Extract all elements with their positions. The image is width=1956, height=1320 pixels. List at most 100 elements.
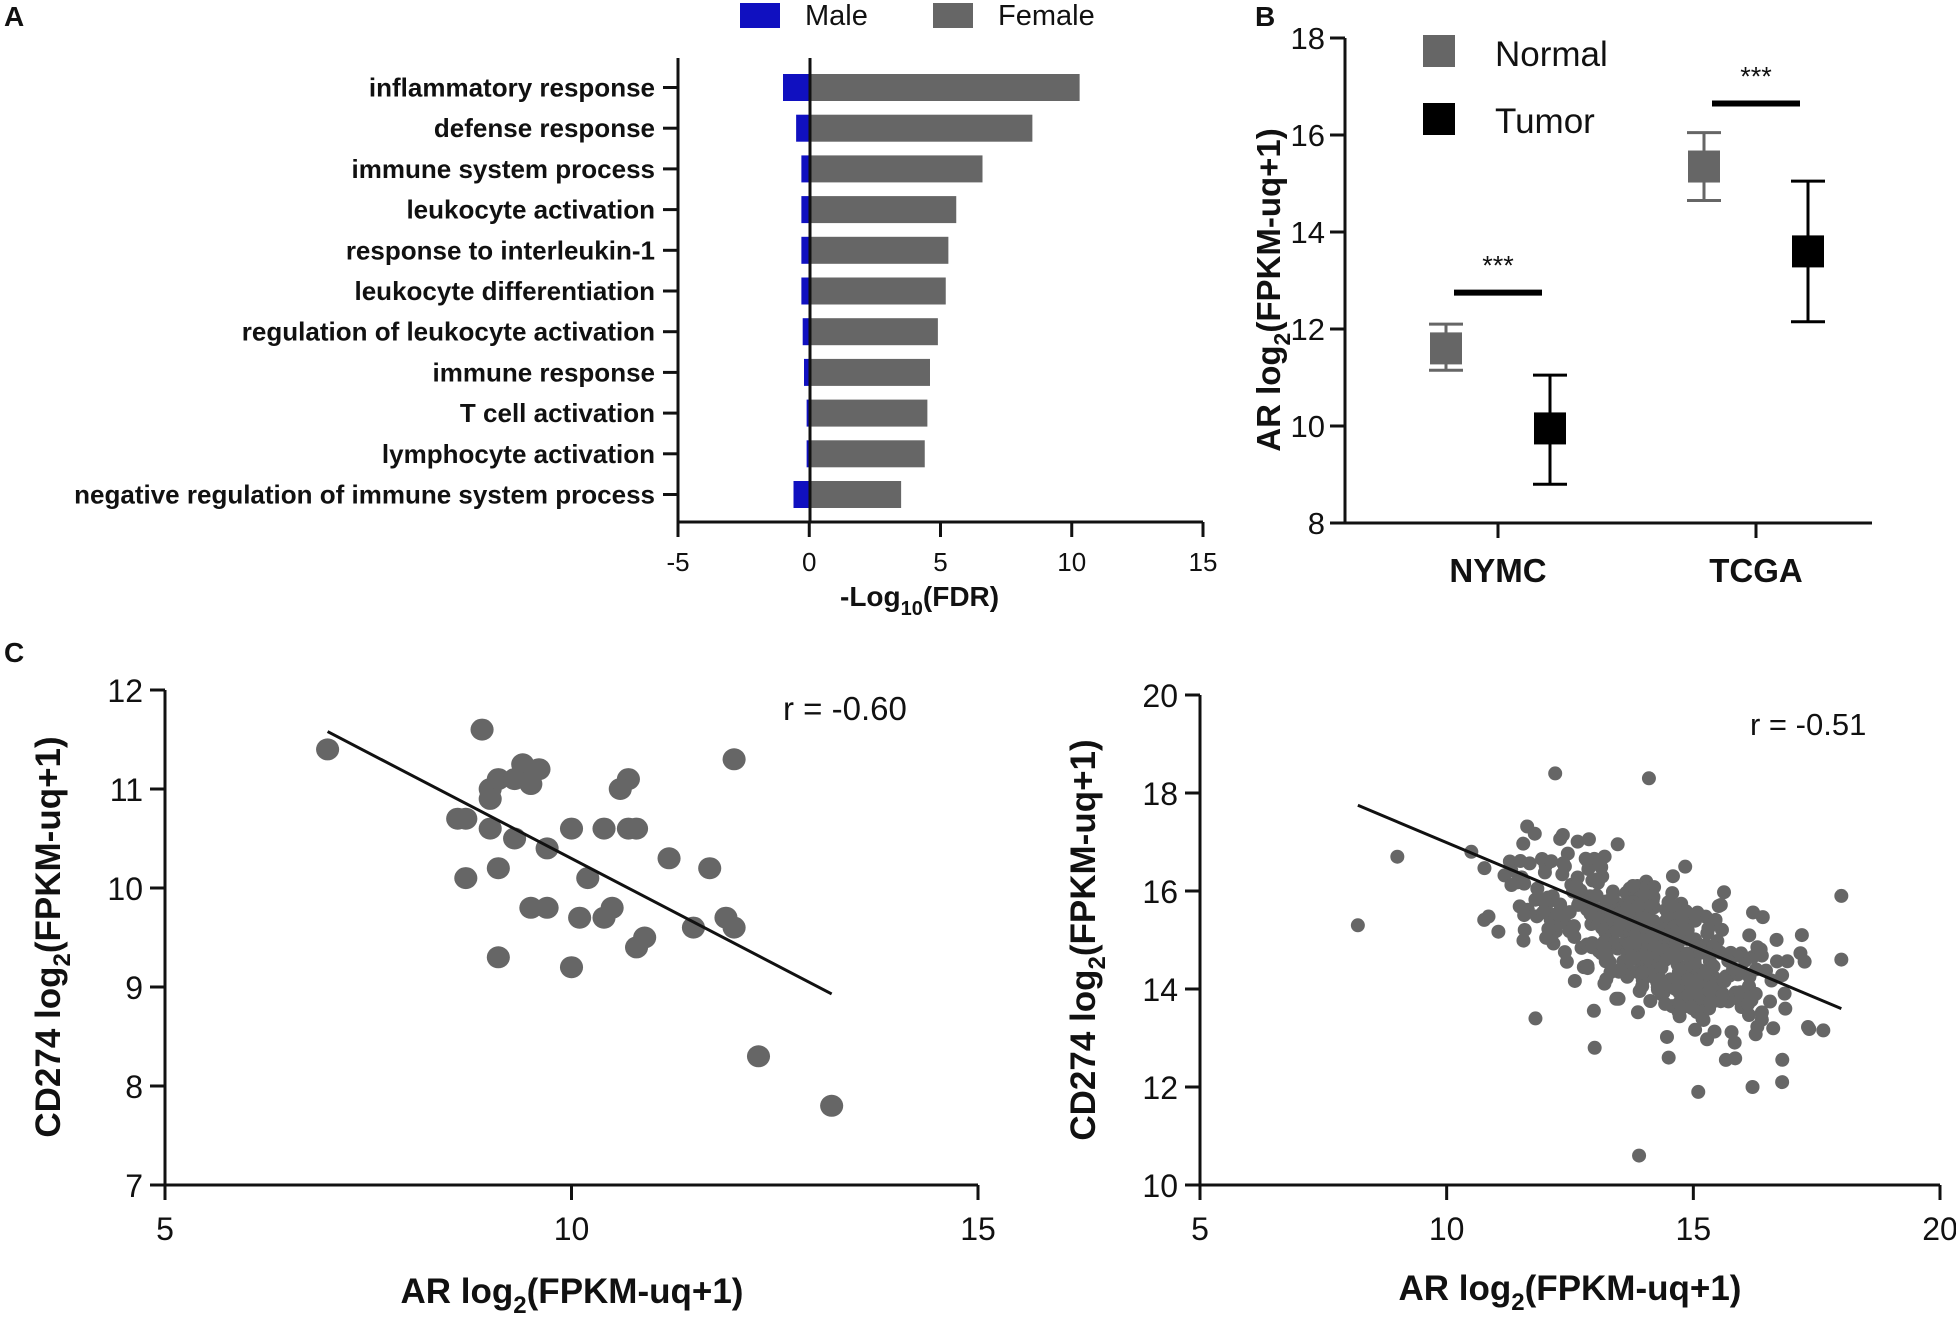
panel-a-x-ticks: -5 0 5 10 15 [666,522,1217,577]
bar-female [809,196,957,224]
panel-a-bars [783,74,1080,508]
data-point [1668,982,1683,997]
data-point [1775,968,1790,983]
data-point [1639,950,1654,965]
data-point [1769,954,1784,969]
legend-female-swatch [933,3,973,28]
y-tick-label: 12 [1142,1070,1178,1106]
category-label: response to interleukin-1 [346,235,655,265]
y-tick-label: 18 [1291,21,1325,56]
data-point [1715,986,1730,1001]
data-point [1793,946,1808,961]
bar-male [804,358,810,386]
data-point [1610,837,1625,852]
legend-tumor-swatch [1423,103,1455,135]
mean-marker-normal [1430,332,1462,365]
data-point [1701,921,1716,936]
data-point [1834,952,1849,967]
data-point [1477,861,1492,876]
x-category-label: NYMC [1449,552,1546,589]
x-tick-label: 10 [1057,547,1086,577]
data-point [1566,919,1581,934]
data-point [1704,980,1719,995]
data-point [454,867,478,890]
bar-male [783,74,810,101]
mean-marker-tumor [1792,235,1824,268]
significance-label: *** [1482,251,1514,281]
data-point [1713,897,1728,912]
panel-c-right-correlation: r = -0.51 [1750,707,1866,742]
panel-b-significance: *** *** [1454,61,1800,296]
panel-c-right-y-axis-title: CD274 log2(FPKM-uq+1) [1064,739,1111,1140]
category-label: lymphocyte activation [382,439,655,469]
data-point [1742,969,1757,984]
bar-male [806,440,810,468]
data-point [1536,905,1551,920]
x-category-label: TCGA [1709,552,1803,589]
bar-female [809,277,946,305]
data-point [1567,973,1582,988]
data-point [1778,1001,1793,1016]
data-point [1625,879,1640,894]
data-point [698,857,722,880]
y-tick-label: 10 [107,871,143,907]
data-point [503,827,527,850]
bar-male [802,318,810,346]
category-label: immune system process [352,154,655,184]
data-point [1684,999,1699,1014]
data-point [1727,1035,1742,1050]
panel-c-right-scatter: 10 12 14 16 18 20 5 10 15 20 r = -0.51 AR log2(F… [1064,678,1956,1316]
data-point [1654,960,1669,975]
data-point [1637,887,1652,902]
x-tick-label: 10 [554,1211,590,1247]
x-tick-label: -5 [666,547,689,577]
data-point [1613,916,1628,931]
data-point [1707,1024,1722,1039]
data-point [1548,766,1563,781]
data-point [1665,869,1680,884]
data-point [1599,894,1614,909]
y-tick-label: 10 [1291,409,1325,444]
panel-label-b: B [1255,1,1275,32]
data-point [1665,898,1680,913]
data-point [478,817,502,840]
panel-c-right-y-ticks: 10 12 14 16 18 20 [1142,678,1200,1204]
data-point [1583,906,1598,921]
legend-male-swatch [740,3,780,28]
legend-normal-label: Normal [1495,35,1608,74]
y-tick-label: 14 [1142,972,1178,1008]
data-point [1522,856,1537,871]
data-point [1687,980,1702,995]
category-label: T cell activation [460,398,655,428]
data-point [1755,910,1770,925]
panel-c-left-points [316,718,844,1117]
data-point [1696,1012,1711,1027]
data-point [486,857,510,880]
panel-b-y-ticks: 8 10 12 14 16 18 [1291,21,1345,541]
y-tick-label: 14 [1291,215,1325,250]
bar-female [809,358,930,386]
data-point [1675,913,1690,928]
data-point [1632,1148,1647,1163]
mean-marker-tumor [1534,412,1566,445]
panel-b-y-axis-title: AR log2(FPKM-uq+1) [1250,128,1295,452]
panel-c-right-x-axis-title: AR log2(FPKM-uq+1) [1399,1269,1742,1316]
y-tick-label: 20 [1142,678,1178,714]
data-point [1350,918,1365,933]
y-tick-label: 16 [1291,118,1325,153]
data-point [1481,909,1496,924]
data-point [1754,1005,1769,1020]
data-point [559,956,584,979]
data-point [1672,1009,1687,1024]
data-point [1659,1029,1674,1044]
data-point [1581,832,1596,847]
x-tick-label: 0 [802,547,816,577]
bar-female [809,236,949,264]
panel-b-x-categories: NYMC TCGA [1449,523,1803,589]
data-point [1769,932,1784,947]
data-point [1491,924,1506,939]
data-point [1556,856,1571,871]
category-label: immune response [432,357,655,387]
data-point [1780,954,1795,969]
